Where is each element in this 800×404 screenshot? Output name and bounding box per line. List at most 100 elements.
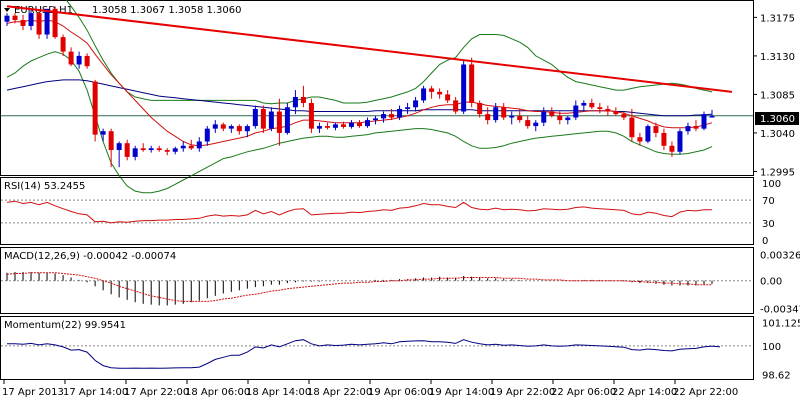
macd-tick-label: 0.00326 [760, 251, 800, 262]
candle-body [701, 114, 706, 129]
candle-body [37, 13, 42, 34]
momentum-label: Momentum(22) 99.9541 [4, 320, 126, 331]
candle-body [565, 118, 570, 121]
candle-body [317, 126, 322, 129]
candle-body [333, 124, 338, 127]
momentum-axis: 101.125510098.62 [762, 319, 800, 382]
candle-body [669, 146, 674, 152]
candle-body [637, 137, 642, 141]
candle-body [181, 146, 186, 149]
candle-body [365, 120, 370, 126]
candle-body [213, 124, 218, 128]
candle-body [397, 109, 402, 118]
candle-body [381, 114, 386, 118]
time-tick-label: 19 Apr 14:00 [429, 387, 494, 398]
candle-body [413, 100, 418, 107]
macd-signal-polyline [7, 273, 712, 302]
candle-body [453, 100, 458, 111]
rsi-label: RSI(14) 53.2455 [4, 181, 85, 192]
candle-body [469, 64, 474, 103]
time-tick-label: 17 Apr 22:00 [124, 387, 189, 398]
rsi-polyline [7, 201, 712, 223]
macd-pane: MACD(12,26,9) -0.00042 -0.00074 0.003260… [1, 248, 800, 316]
candle-body [581, 103, 586, 106]
candle-body [629, 118, 634, 138]
candle-body [653, 126, 658, 133]
price-tick-label: 1.3175 [760, 13, 795, 24]
candle-body [597, 107, 602, 109]
macd-histogram [7, 272, 712, 305]
candle-body [373, 118, 378, 120]
candle-body [117, 143, 122, 150]
candle-body [269, 112, 274, 129]
macd-axis: 0.00326 0.00 -0.00347 [760, 251, 800, 316]
candle-body [189, 146, 194, 149]
candle-body [301, 97, 306, 103]
candle-body [277, 112, 282, 133]
candle-body [125, 143, 130, 157]
candlesticks [5, 6, 715, 167]
candle-body [661, 133, 666, 146]
candle-body [149, 148, 154, 150]
menu-triangle-icon[interactable] [4, 8, 10, 12]
time-tick-label: 22 Apr 22:00 [673, 387, 738, 398]
candle-body [437, 92, 442, 95]
price-tick-label: 1.3040 [760, 129, 795, 140]
bollinger-bands [7, 0, 712, 193]
candle-body [29, 13, 34, 26]
candle-body [21, 20, 26, 26]
candle-body [245, 126, 250, 131]
candle-body [349, 123, 354, 127]
candle-body [293, 97, 298, 107]
candle-body [253, 109, 258, 126]
rsi-tick-label: 30 [762, 219, 775, 230]
momentum-tick-label: 98.62 [762, 371, 791, 382]
time-tick-label: 19 Apr 22:00 [490, 387, 555, 398]
candle-body [429, 88, 434, 91]
time-tick-label: 18 Apr 22:00 [307, 387, 372, 398]
candle-body [613, 112, 618, 115]
candle-body [237, 126, 242, 131]
candle-body [69, 52, 74, 65]
candle-body [285, 107, 290, 133]
candle-body [405, 107, 410, 109]
price-pane: EURUSD,H1 1.3058 1.3067 1.3058 1.3060 1.… [1, 0, 800, 193]
macd-tick-label: -0.00347 [760, 304, 800, 315]
rsi-tick-label: 70 [762, 196, 775, 207]
candle-body [549, 112, 554, 116]
rsi-line [7, 201, 712, 223]
candle-body [325, 126, 330, 128]
time-tick-label: 18 Apr 06:00 [185, 387, 250, 398]
candle-body [229, 126, 234, 129]
candle-body [85, 56, 90, 66]
candle-body [173, 148, 178, 151]
candle-body [421, 88, 426, 100]
candle-body [677, 131, 682, 152]
macd-tick-label: 0.00 [760, 277, 782, 288]
candle-body [525, 120, 530, 126]
candle-body [621, 114, 626, 117]
candle-body [445, 94, 450, 100]
price-badge-text: 1.3060 [760, 114, 795, 125]
candle-body [493, 107, 498, 120]
candle-body [221, 124, 226, 128]
candle-body [485, 114, 490, 120]
momentum-pane: Momentum(22) 99.9541 101.125510098.62 [1, 317, 800, 382]
price-tick-label: 1.3085 [760, 90, 795, 101]
rsi-tick-label: 100 [762, 179, 781, 190]
candle-body [645, 126, 650, 141]
candle-body [109, 131, 114, 150]
time-tick-label: 22 Apr 06:00 [551, 387, 616, 398]
macd-label: MACD(12,26,9) -0.00042 -0.00074 [4, 251, 176, 262]
ohlc-label: 1.3058 1.3067 1.3058 1.3060 [92, 5, 242, 16]
candle-body [77, 56, 82, 65]
candle-body [165, 150, 170, 152]
candle-body [357, 123, 362, 126]
candle-body [205, 129, 210, 142]
candle-body [133, 148, 138, 157]
momentum-tick-label: 100 [762, 342, 781, 353]
